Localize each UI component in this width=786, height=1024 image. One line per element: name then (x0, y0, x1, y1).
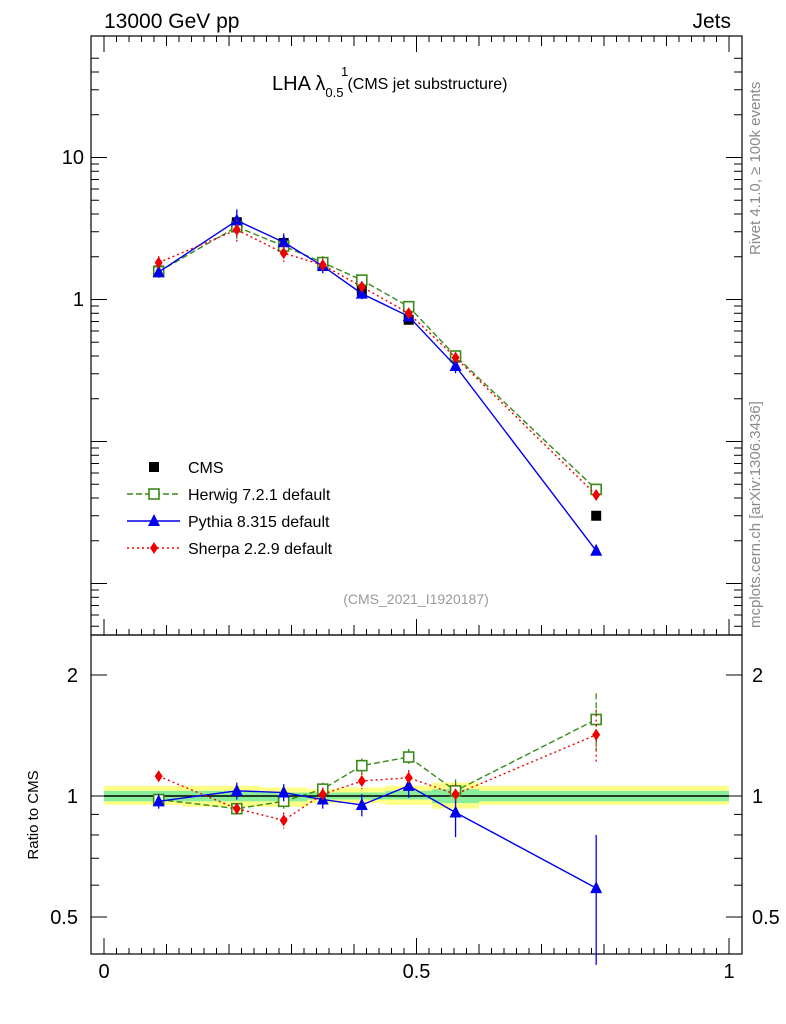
ratio-line-herwig (158, 718, 597, 810)
ratio-point-pythia (152, 794, 165, 807)
ratio-ytick-label-left: 0.5 (50, 907, 78, 929)
main-title-sub: 0.5 (325, 85, 343, 100)
main-point-pythia (590, 543, 603, 556)
watermark: (CMS_2021_I1920187) (343, 591, 489, 607)
ratio-point-sherpa (592, 728, 601, 741)
ytick-label-10: 10 (62, 147, 84, 169)
ratio-ylabel: Ratio to CMS (25, 770, 42, 859)
ratio-series-layer (152, 693, 603, 965)
ratio-ytick-label-left: 1 (67, 786, 78, 808)
ratio-point-pythia (230, 783, 243, 796)
mcplots-label: mcplots.cern.ch [arXiv:1306.3436] (747, 401, 764, 628)
ratio-ytick-label-right: 2 (752, 665, 763, 687)
main-series-layer (152, 209, 603, 556)
ratio-point-herwig (590, 713, 602, 726)
ytick-label-1: 1 (73, 289, 84, 311)
main-point-sherpa (279, 247, 288, 260)
legend-marker-cms (149, 462, 159, 472)
legend-label-pythia: Pythia 8.315 default (188, 514, 330, 531)
main-title-text: LHA λ (272, 73, 325, 95)
ratio-ytick-label-right: 1 (752, 786, 763, 808)
main-point-pythia (230, 213, 243, 226)
ratio-ytick-label-right: 0.5 (752, 907, 780, 929)
ratio-point-pythia (355, 797, 368, 810)
xtick-label: 0.5 (403, 961, 431, 983)
main-axis-ticks (91, 36, 742, 635)
ratio-line-sherpa (158, 734, 597, 822)
main-point-pythia (152, 265, 165, 278)
main-point-pythia (449, 359, 462, 372)
ratio-ytick-label-left: 2 (67, 665, 78, 687)
ratio-point-sherpa (232, 802, 241, 815)
legend-marker-pythia (148, 514, 160, 526)
header-left: 13000 GeV pp (104, 10, 239, 33)
main-point-sherpa (404, 307, 413, 320)
ratio-point-sherpa (154, 770, 163, 783)
main-point-sherpa (357, 280, 366, 293)
legend-label-herwig: Herwig 7.2.1 default (188, 487, 331, 504)
main-title: LHA λ0.5 (CMS jet substructure) (272, 73, 507, 100)
ratio-point-pythia (590, 881, 603, 894)
ratio-point-sherpa (357, 774, 366, 787)
main-title-sup: 1 (341, 64, 348, 79)
main-title-subtitle: (CMS jet substructure) (347, 76, 507, 93)
ratio-point-sherpa (404, 771, 413, 784)
ratio-point-sherpa (451, 788, 460, 801)
main-point-sherpa (154, 256, 163, 269)
legend-label-sherpa: Sherpa 2.2.9 default (188, 541, 333, 558)
ratio-point-herwig (402, 751, 415, 763)
rivet-label: Rivet 4.1.0, ≥ 100k events (747, 82, 764, 255)
legend-marker-herwig (148, 488, 160, 500)
main-point-sherpa (592, 488, 601, 501)
main-line-pythia (158, 219, 597, 552)
main-point-cms (591, 510, 602, 521)
main-point-sherpa (232, 223, 241, 236)
xtick-label: 1 (723, 961, 734, 983)
ratio-point-pythia (402, 778, 415, 791)
main-point-sherpa (318, 258, 327, 271)
legend-label-cms: CMS (188, 460, 224, 477)
main-line-herwig (158, 226, 597, 490)
ratio-point-pythia (277, 785, 290, 798)
main-point-sherpa (451, 351, 460, 364)
legend-marker-sherpa (150, 542, 158, 554)
xtick-label: 0 (98, 961, 109, 983)
ratio-line-pythia (158, 785, 597, 889)
ratio-axis-ticks: 2 2 1 1 0.5 0.5 0 0.5 1 (50, 665, 780, 983)
main-point-pythia (277, 235, 290, 248)
legend: CMS Herwig 7.2.1 default Pythia 8.315 defa… (127, 460, 333, 558)
ratio-point-herwig (356, 759, 368, 772)
ratio-point-pythia (449, 805, 462, 818)
ratio-point-sherpa (279, 814, 288, 827)
ratio-point-sherpa (318, 788, 327, 801)
main-line-sherpa (158, 228, 597, 496)
header-right: Jets (692, 10, 731, 33)
